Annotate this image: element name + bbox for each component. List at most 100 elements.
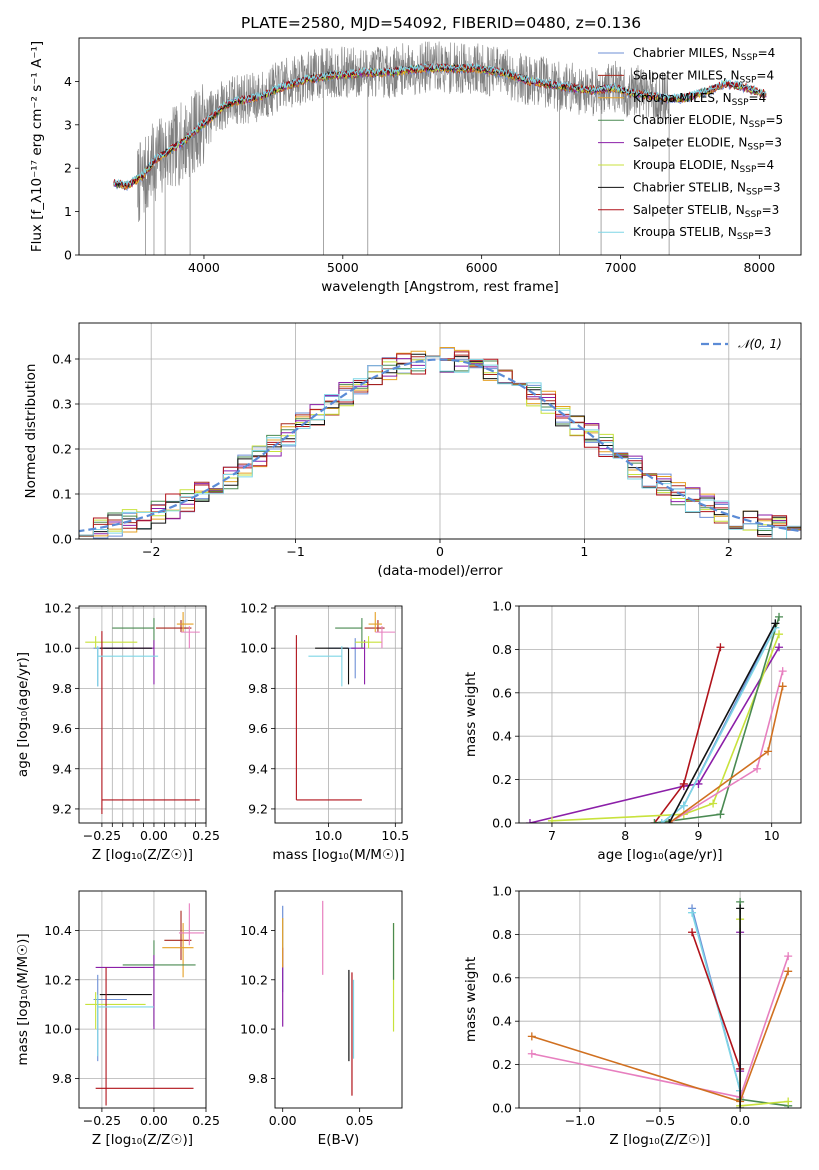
y-axis-label: mass [log₁₀(M/M☉)]: [15, 933, 31, 1065]
weight-marker: [709, 799, 718, 808]
x-tick-label: −1.0: [565, 1113, 595, 1128]
y-tick-label: 0.6: [492, 970, 512, 985]
x-tick-label: 10.0: [315, 828, 343, 843]
y-tick-label: 0.4: [492, 729, 512, 744]
figure-title: PLATE=2580, MJD=54092, FIBERID=0480, z=0…: [241, 14, 641, 32]
axes-frame: [78, 37, 802, 256]
x-tick-label: 0.25: [192, 1113, 220, 1128]
y-tick-label: 9.8: [248, 1071, 268, 1086]
model-spectrum-line: [113, 62, 767, 186]
y-tick-label: 0.8: [492, 927, 512, 942]
x-tick-label: 1: [580, 544, 588, 559]
x-tick-label: 10: [764, 828, 780, 843]
legend-entry: Kroupa MILES, NSSP=4: [633, 91, 766, 108]
y-tick-label: 0.0: [52, 532, 72, 547]
legend-text: Salpeter STELIB, N: [633, 203, 745, 217]
axes-frame: [78, 890, 207, 1109]
axes-frame: [78, 605, 207, 824]
y-tick-label: 9.2: [248, 801, 268, 816]
y-tick-label: 1: [64, 204, 72, 219]
x-axis-label: Z [log₁₀(Z/Z☉)]: [92, 847, 193, 863]
y-tick-label: 0.1: [52, 487, 72, 502]
weight-marker: [527, 1049, 536, 1058]
axes-frame: [274, 605, 403, 824]
weight-marker: [784, 952, 793, 961]
legend-text: Salpeter MILES, N: [633, 68, 740, 82]
weight-marker: [716, 643, 725, 652]
y-tick-label: 10.0: [44, 641, 72, 656]
weight-marker: [771, 619, 780, 628]
model-spectrum-line: [113, 62, 767, 189]
weight-marker: [716, 810, 725, 819]
weight-marker: [650, 819, 659, 823]
y-tick-label: 10.4: [240, 923, 268, 938]
y-tick-label: 0: [64, 248, 72, 263]
x-axis-label: Z [log₁₀(Z/Z☉)]: [609, 1132, 710, 1148]
legend-subscript: SSP: [747, 143, 764, 153]
weight-marker: [679, 801, 688, 810]
y-tick-label: 10.2: [240, 601, 268, 616]
x-tick-label: 6000: [466, 260, 498, 275]
legend-tail: =3: [764, 136, 782, 150]
y-tick-label: 10.0: [240, 1022, 268, 1037]
weight-marker: [753, 764, 762, 773]
y-tick-label: 10.2: [44, 601, 72, 616]
weight-marker: [665, 819, 674, 823]
y-tick-label: 9.4: [248, 761, 268, 776]
x-axis-label: (data-model)/error: [377, 563, 503, 579]
x-tick-label: −1: [286, 544, 304, 559]
x-tick-label: 7: [548, 828, 556, 843]
plot-area: [527, 897, 793, 1108]
weight-marker: [775, 643, 784, 652]
plot-area: [525, 612, 787, 823]
legend-text: Chabrier STELIB, N: [633, 180, 746, 194]
legend-text: Kroupa ELODIE, N: [633, 158, 740, 172]
x-tick-label: −0.25: [83, 828, 121, 843]
axes-frame: [78, 322, 802, 540]
legend-tail: =4: [758, 46, 776, 60]
plot-area: [113, 41, 767, 255]
histogram-step: [79, 347, 801, 537]
x-axis-label: wavelength [Angstrom, rest frame]: [321, 279, 559, 295]
x-tick-label: 4000: [188, 260, 220, 275]
legend-subscript: SSP: [732, 98, 749, 108]
y-tick-label: 4: [64, 74, 72, 89]
legend-tail: =3: [754, 225, 772, 239]
y-tick-label: 3: [64, 117, 72, 132]
x-tick-label: 8000: [743, 260, 775, 275]
plot-area: [295, 612, 396, 801]
y-axis-label: Flux [f_λ10⁻¹⁷ erg cm⁻² s⁻¹ A⁻¹]: [29, 41, 45, 252]
legend-subscript: SSP: [740, 75, 757, 85]
legend-entry: Kroupa STELIB, NSSP=3: [633, 225, 771, 242]
y-tick-label: 10.4: [44, 923, 72, 938]
age-vs-mass-panel: 10.0 10.5 9.2 9.4 9.6 9.8 10.0 10.2 mass [log₁₀(…: [240, 601, 409, 863]
y-axis-label: Normed distribution: [23, 364, 39, 499]
y-tick-label: 0.4: [492, 1014, 512, 1029]
weight-marker: [736, 904, 745, 913]
weight-marker: [784, 967, 793, 976]
y-tick-label: 9.6: [248, 721, 268, 736]
mass-vs-metallicity-panel: −0.25 0.00 0.25 9.8 10.0 10.2 10.4 Z [log₁₀(Z/Z…: [15, 890, 220, 1148]
weight-marker: [657, 819, 666, 823]
y-tick-label: 9.2: [52, 801, 72, 816]
x-tick-label: 8: [621, 828, 629, 843]
legend-subscript: SSP: [737, 232, 754, 242]
y-tick-label: 9.8: [52, 681, 72, 696]
y-axis-label: age [log₁₀(age/yr)]: [15, 652, 31, 777]
y-axis-label: mass weight: [463, 957, 479, 1042]
y-tick-label: 9.8: [248, 681, 268, 696]
legend-text: Kroupa STELIB, N: [633, 225, 737, 239]
x-tick-label: 0.25: [192, 828, 220, 843]
axes-frame: [274, 890, 403, 1109]
y-tick-label: 9.8: [52, 1071, 72, 1086]
legend-tail: =4: [756, 158, 774, 172]
legend-subscript: SSP: [745, 210, 762, 220]
weight-line: [691, 931, 741, 1070]
axes-frame: [518, 890, 802, 1109]
x-tick-label: 0: [436, 544, 444, 559]
legend-text: Chabrier ELODIE, N: [633, 113, 749, 127]
plot-area: [85, 612, 200, 814]
y-tick-label: 0.8: [492, 642, 512, 657]
x-tick-label: −2: [142, 544, 160, 559]
